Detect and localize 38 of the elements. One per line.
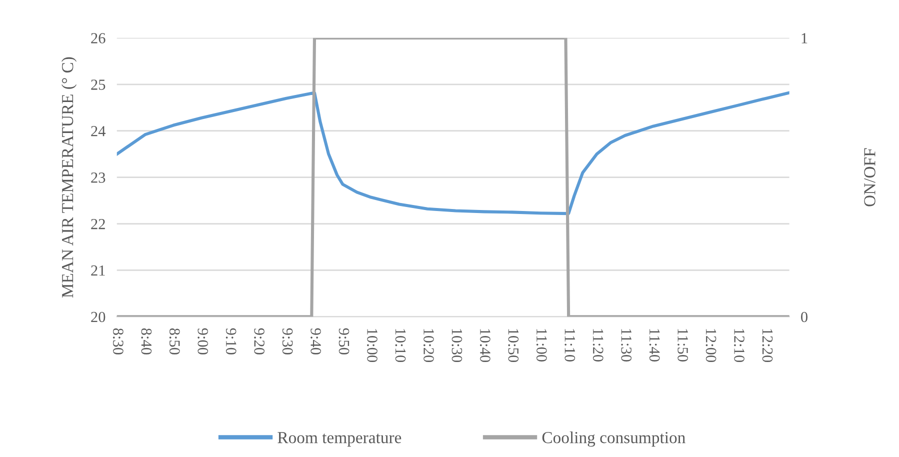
x-tick-label: 11:10 <box>564 329 576 362</box>
y2-tick-label: 0 <box>801 312 808 322</box>
x-tick-label: 9:00 <box>198 328 208 354</box>
x-tick-label: 8:40 <box>141 328 152 354</box>
x-tick-label: 8:30 <box>112 328 124 354</box>
legend-label: Cooling consumption <box>542 432 686 447</box>
y-tick-label: 21 <box>91 265 105 276</box>
y-tick-label: 20 <box>91 312 106 322</box>
x-tick-label: 11:30 <box>621 329 632 362</box>
x-tick-label: 12:20 <box>762 329 773 362</box>
x-tick-label: 9:30 <box>282 328 293 354</box>
x-tick-label: 11:20 <box>592 329 604 362</box>
y2-tick-label: 1 <box>802 33 808 44</box>
y2-axis-title: ON/OFF <box>864 148 876 206</box>
x-tick-label: 9:20 <box>254 328 265 354</box>
x-tick-label: 9:50 <box>338 328 350 354</box>
legend-label: Room temperature <box>278 432 402 447</box>
x-tick-label: 9:40 <box>310 328 321 354</box>
x-tick-label: 10:50 <box>508 329 519 362</box>
x-tick-label: 8:50 <box>169 328 180 354</box>
y-tick-label: 25 <box>91 80 106 90</box>
y-tick-label: 24 <box>91 126 106 136</box>
x-tick-label: 10:40 <box>480 329 490 362</box>
x-tick-label: 12:10 <box>734 329 744 362</box>
line-series <box>116 91 790 216</box>
x-tick-label: 11:00 <box>536 329 547 362</box>
y-axis-title: MEAN AIR TEMPERATURE (° C) <box>61 57 77 298</box>
x-tick-label: 11:50 <box>678 329 688 362</box>
x-tick-label: 10:10 <box>395 329 406 362</box>
x-tick-label: 10:20 <box>424 329 434 362</box>
x-tick-label: 9:10 <box>226 328 236 354</box>
x-tick-label: 10:30 <box>452 329 462 362</box>
y-tick-label: 26 <box>91 33 106 44</box>
x-tick-label: 12:00 <box>706 329 716 362</box>
x-tick-label: 10:00 <box>367 329 378 362</box>
y-tick-label: 23 <box>91 172 106 183</box>
y-tick-label: 22 <box>91 218 105 230</box>
x-tick-label: 11:40 <box>649 329 660 362</box>
